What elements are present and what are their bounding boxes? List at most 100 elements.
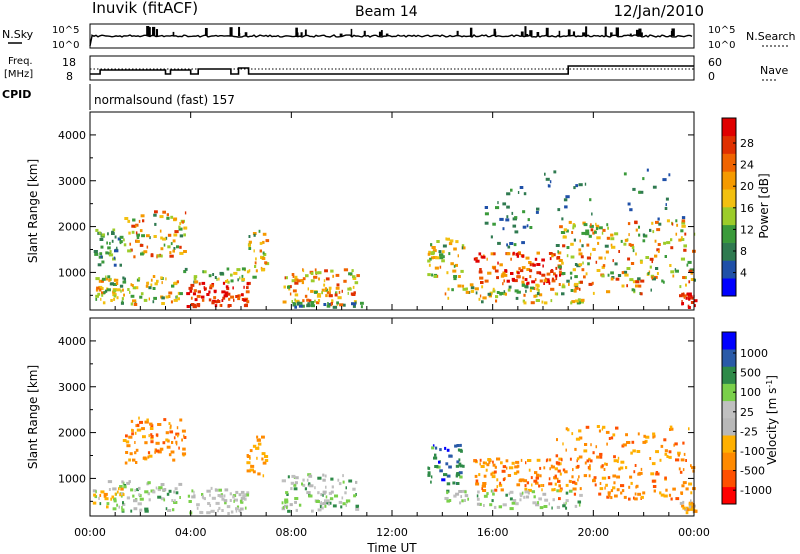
- data-cell: [537, 288, 540, 292]
- data-cell: [511, 501, 516, 505]
- data-cell: [107, 232, 109, 236]
- data-cell: [460, 449, 463, 453]
- data-cell: [167, 439, 170, 443]
- data-cell: [516, 483, 521, 487]
- data-cell: [533, 479, 538, 483]
- data-cell: [93, 493, 97, 497]
- data-cell: [687, 306, 691, 309]
- data-cell: [618, 250, 621, 253]
- data-cell: [352, 277, 357, 280]
- data-cell: [647, 272, 650, 275]
- data-cell: [630, 243, 634, 247]
- data-cell: [512, 499, 517, 502]
- data-cell: [534, 257, 538, 261]
- data-cell: [337, 478, 340, 482]
- data-cell: [474, 287, 479, 291]
- velocity-colorbar-label: Velocity [m s-1]: [765, 375, 779, 465]
- data-cell: [505, 218, 510, 222]
- data-cell: [162, 488, 166, 492]
- data-cell: [442, 244, 447, 248]
- data-cell: [590, 228, 594, 232]
- data-cell: [576, 264, 581, 268]
- data-cell: [221, 299, 224, 302]
- data-cell: [675, 458, 680, 462]
- data-cell: [599, 455, 603, 459]
- data-cell: [334, 494, 339, 498]
- data-cell: [680, 458, 685, 462]
- data-cell: [245, 493, 250, 497]
- data-cell: [438, 460, 441, 464]
- data-cell: [201, 493, 204, 496]
- data-cell: [558, 497, 561, 501]
- data-cell: [563, 228, 568, 232]
- data-cell: [527, 459, 532, 462]
- data-cell: [506, 205, 510, 209]
- data-cell: [135, 231, 138, 235]
- data-cell: [218, 488, 222, 492]
- data-cell: [626, 284, 629, 288]
- data-cell: [336, 301, 339, 305]
- data-cell: [585, 272, 588, 276]
- data-cell: [686, 292, 691, 296]
- data-cell: [693, 278, 696, 282]
- data-cell: [138, 219, 141, 223]
- data-cell: [632, 280, 637, 284]
- data-cell: [114, 235, 117, 239]
- freq-label-line2: [MHz]: [4, 69, 33, 80]
- data-cell: [289, 285, 292, 289]
- data-cell: [294, 298, 297, 302]
- data-cell: [545, 280, 550, 284]
- colorbar-superscript: -1: [765, 380, 774, 388]
- data-cell: [179, 418, 183, 422]
- data-cell: [560, 458, 563, 462]
- data-cell: [169, 426, 172, 430]
- data-cell: [624, 273, 629, 277]
- data-cell: [554, 274, 558, 278]
- nsky-spike: [639, 29, 642, 36]
- data-cell: [434, 266, 439, 270]
- data-cell: [144, 507, 149, 511]
- data-cell: [526, 224, 529, 228]
- data-cell: [114, 492, 117, 496]
- data-cell: [516, 275, 521, 279]
- data-cell: [578, 503, 581, 507]
- data-cell: [173, 298, 178, 302]
- data-cell: [208, 298, 212, 302]
- data-cell: [345, 503, 347, 507]
- data-cell: [572, 468, 574, 472]
- data-cell: [218, 506, 221, 510]
- data-cell: [649, 457, 652, 460]
- data-cell: [568, 282, 570, 286]
- data-cell: [547, 184, 550, 188]
- data-cell: [113, 256, 116, 260]
- data-cell: [683, 244, 687, 248]
- data-cell: [490, 235, 493, 239]
- data-cell: [509, 497, 513, 501]
- data-cell: [432, 444, 435, 448]
- data-cell: [326, 304, 331, 308]
- data-cell: [135, 461, 138, 464]
- data-cell: [108, 253, 114, 257]
- data-cell: [96, 286, 100, 290]
- data-cell: [150, 433, 153, 437]
- data-cell: [610, 233, 614, 237]
- data-cell: [616, 459, 619, 463]
- data-cell: [631, 440, 635, 444]
- data-cell: [681, 504, 685, 508]
- data-cell: [171, 499, 174, 502]
- data-cell: [574, 275, 578, 279]
- colorbar-bracket: ]: [765, 375, 779, 380]
- data-cell: [598, 492, 602, 496]
- data-cell: [204, 287, 206, 291]
- data-cell: [175, 442, 178, 446]
- data-cell: [328, 289, 331, 293]
- data-cell: [167, 233, 172, 237]
- nsky-spike: [635, 29, 640, 36]
- nsky-spike: [582, 32, 586, 36]
- data-cell: [427, 259, 431, 263]
- data-cell: [150, 254, 154, 258]
- data-cell: [499, 217, 504, 221]
- data-cell: [693, 299, 698, 303]
- data-cell: [606, 223, 609, 227]
- data-cell: [161, 302, 165, 305]
